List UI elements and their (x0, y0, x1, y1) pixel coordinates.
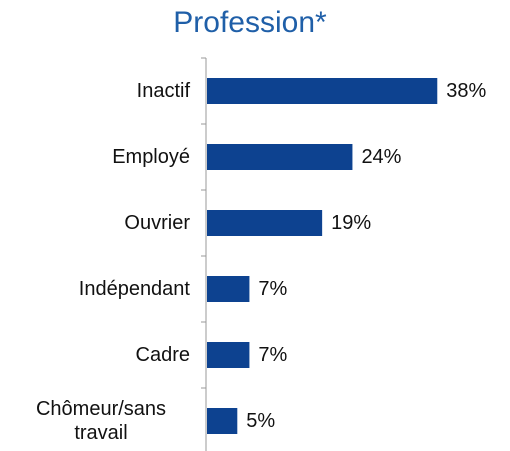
category-label-text: Inactif (136, 80, 190, 102)
value-label: 7% (258, 343, 288, 366)
chart-title: Profession* (173, 6, 327, 39)
category-label: Ouvrier (0, 193, 190, 253)
category-label-text: Indépendant (78, 278, 190, 300)
bar (207, 210, 323, 236)
value-label: 38% (446, 79, 487, 102)
bar (207, 144, 353, 170)
category-label: Cadre (0, 325, 190, 385)
value-label: 7% (258, 277, 288, 300)
value-label: 5% (246, 409, 276, 432)
category-label-text: Ouvrier (124, 212, 190, 234)
category-label-text: Cadre (135, 344, 190, 366)
value-label: 19% (331, 211, 372, 234)
category-label-text: Employé (112, 146, 190, 168)
category-label: Inactif (0, 61, 190, 121)
category-label: Employé (0, 127, 190, 187)
category-label: Chômeur/sans travail (0, 391, 190, 451)
bar (207, 408, 238, 434)
bar (207, 276, 250, 302)
category-label-text: Chômeur/sans travail (35, 398, 167, 444)
value-label: 24% (361, 145, 402, 168)
bar (207, 78, 438, 104)
category-label: Indépendant (0, 259, 190, 319)
bar (207, 342, 250, 368)
